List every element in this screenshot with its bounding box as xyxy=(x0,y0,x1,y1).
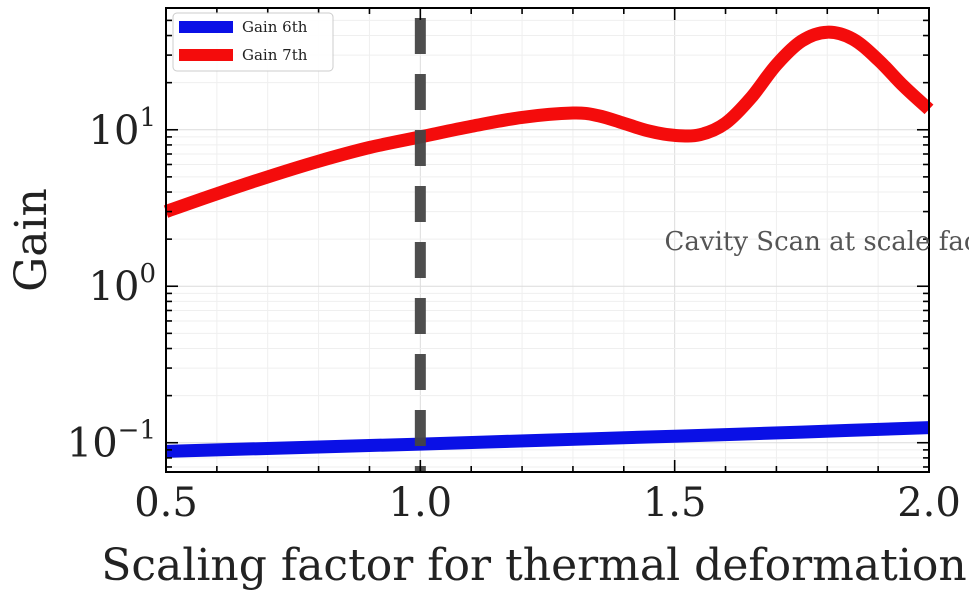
x-tick-label: 1.0 xyxy=(389,480,453,526)
data-point xyxy=(216,193,217,194)
data-point xyxy=(649,131,650,132)
data-point xyxy=(801,432,802,433)
series-line-gain-6th xyxy=(165,421,930,458)
plot-series xyxy=(163,18,934,472)
data-point xyxy=(547,440,548,441)
series-line-gain-7th xyxy=(163,25,934,218)
legend-label-gain-7th: Gain 7th xyxy=(242,46,308,64)
data-point xyxy=(801,40,802,41)
data-point xyxy=(623,123,624,124)
x-tick-label: 2.0 xyxy=(897,480,961,526)
x-tick-label: 0.5 xyxy=(134,480,198,526)
data-point xyxy=(318,161,319,162)
x-axis-title: Scaling factor for thermal deformation xyxy=(101,540,966,591)
data-point xyxy=(293,447,294,448)
data-point xyxy=(903,86,904,87)
data-point xyxy=(471,126,472,127)
data-point xyxy=(674,436,675,437)
data-point xyxy=(725,123,726,124)
data-point xyxy=(598,115,599,116)
legend-label-gain-6th: Gain 6th xyxy=(242,18,308,36)
y-tick-label: 10−1 xyxy=(67,416,156,467)
data-point xyxy=(522,117,523,118)
data-point xyxy=(852,39,853,40)
data-point xyxy=(750,97,751,98)
data-point xyxy=(878,59,879,60)
data-point xyxy=(776,64,777,65)
x-tick-label: 1.5 xyxy=(643,480,707,526)
plot-frame xyxy=(165,7,930,473)
y-tick-label: 100 xyxy=(89,259,156,310)
y-axis-title: Gain xyxy=(6,188,57,292)
data-point xyxy=(700,134,701,135)
data-point xyxy=(267,176,268,177)
legend: Gain 6th Gain 7th xyxy=(172,12,334,72)
data-point xyxy=(572,112,573,113)
plot-border xyxy=(165,7,930,473)
data-point xyxy=(369,147,370,148)
axis-labels: 0.5 1.0 1.5 2.0 10−1 100 101 Scaling factor for… xyxy=(6,103,969,591)
annotation-text: Cavity Scan at scale factor 1.0 xyxy=(664,227,969,257)
y-tick-label: 101 xyxy=(89,103,156,154)
data-point xyxy=(827,32,828,33)
data-point xyxy=(674,135,675,136)
